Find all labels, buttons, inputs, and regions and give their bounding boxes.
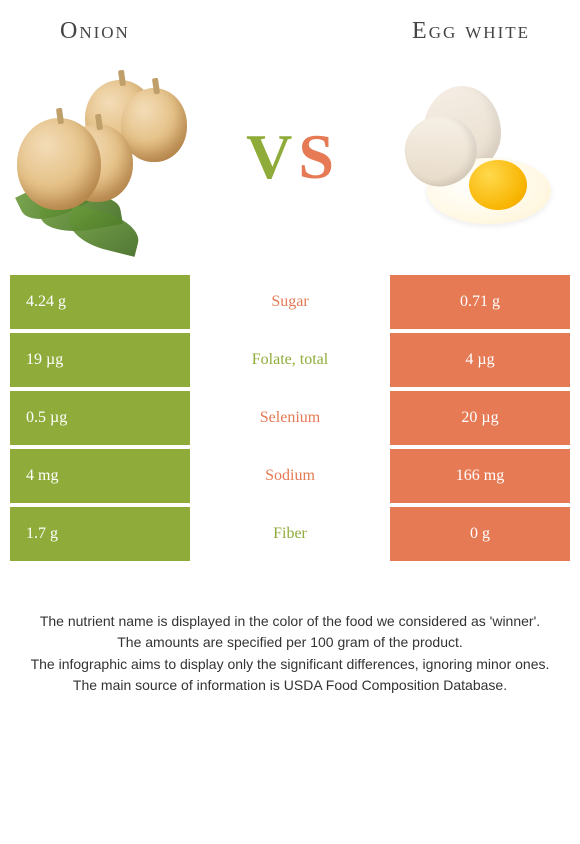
images-row: V S [0, 55, 580, 275]
title-left: Onion [60, 18, 130, 45]
table-row: 1.7 gFiber0 g [10, 507, 570, 561]
cell-right-value: 0.71 g [390, 275, 570, 329]
cell-left-value: 4 mg [10, 449, 190, 503]
cell-left-value: 19 µg [10, 333, 190, 387]
table-row: 0.5 µgSelenium20 µg [10, 391, 570, 445]
cell-right-value: 20 µg [390, 391, 570, 445]
nutrient-table: 4.24 gSugar0.71 g19 µgFolate, total4 µg0… [10, 275, 570, 561]
cell-nutrient-label: Folate, total [190, 333, 390, 387]
cell-left-value: 4.24 g [10, 275, 190, 329]
header: Onion Egg white [0, 0, 580, 55]
cell-right-value: 0 g [390, 507, 570, 561]
cell-right-value: 4 µg [390, 333, 570, 387]
table-row: 19 µgFolate, total4 µg [10, 333, 570, 387]
cell-left-value: 0.5 µg [10, 391, 190, 445]
onion-image [16, 69, 196, 239]
footnotes: The nutrient name is displayed in the co… [10, 611, 570, 695]
footnote-line: The nutrient name is displayed in the co… [10, 611, 570, 631]
cell-right-value: 166 mg [390, 449, 570, 503]
footnote-line: The amounts are specified per 100 gram o… [10, 632, 570, 652]
cell-nutrient-label: Selenium [190, 391, 390, 445]
footnote-line: The main source of information is USDA F… [10, 675, 570, 695]
cell-nutrient-label: Sodium [190, 449, 390, 503]
cell-nutrient-label: Sugar [190, 275, 390, 329]
table-row: 4 mgSodium166 mg [10, 449, 570, 503]
title-right: Egg white [412, 18, 530, 45]
egg-image [384, 69, 564, 239]
vs-s: S [298, 125, 334, 189]
footnote-line: The infographic aims to display only the… [10, 654, 570, 674]
vs-v: V [246, 125, 292, 189]
cell-left-value: 1.7 g [10, 507, 190, 561]
vs-label: V S [246, 119, 334, 189]
cell-nutrient-label: Fiber [190, 507, 390, 561]
table-row: 4.24 gSugar0.71 g [10, 275, 570, 329]
